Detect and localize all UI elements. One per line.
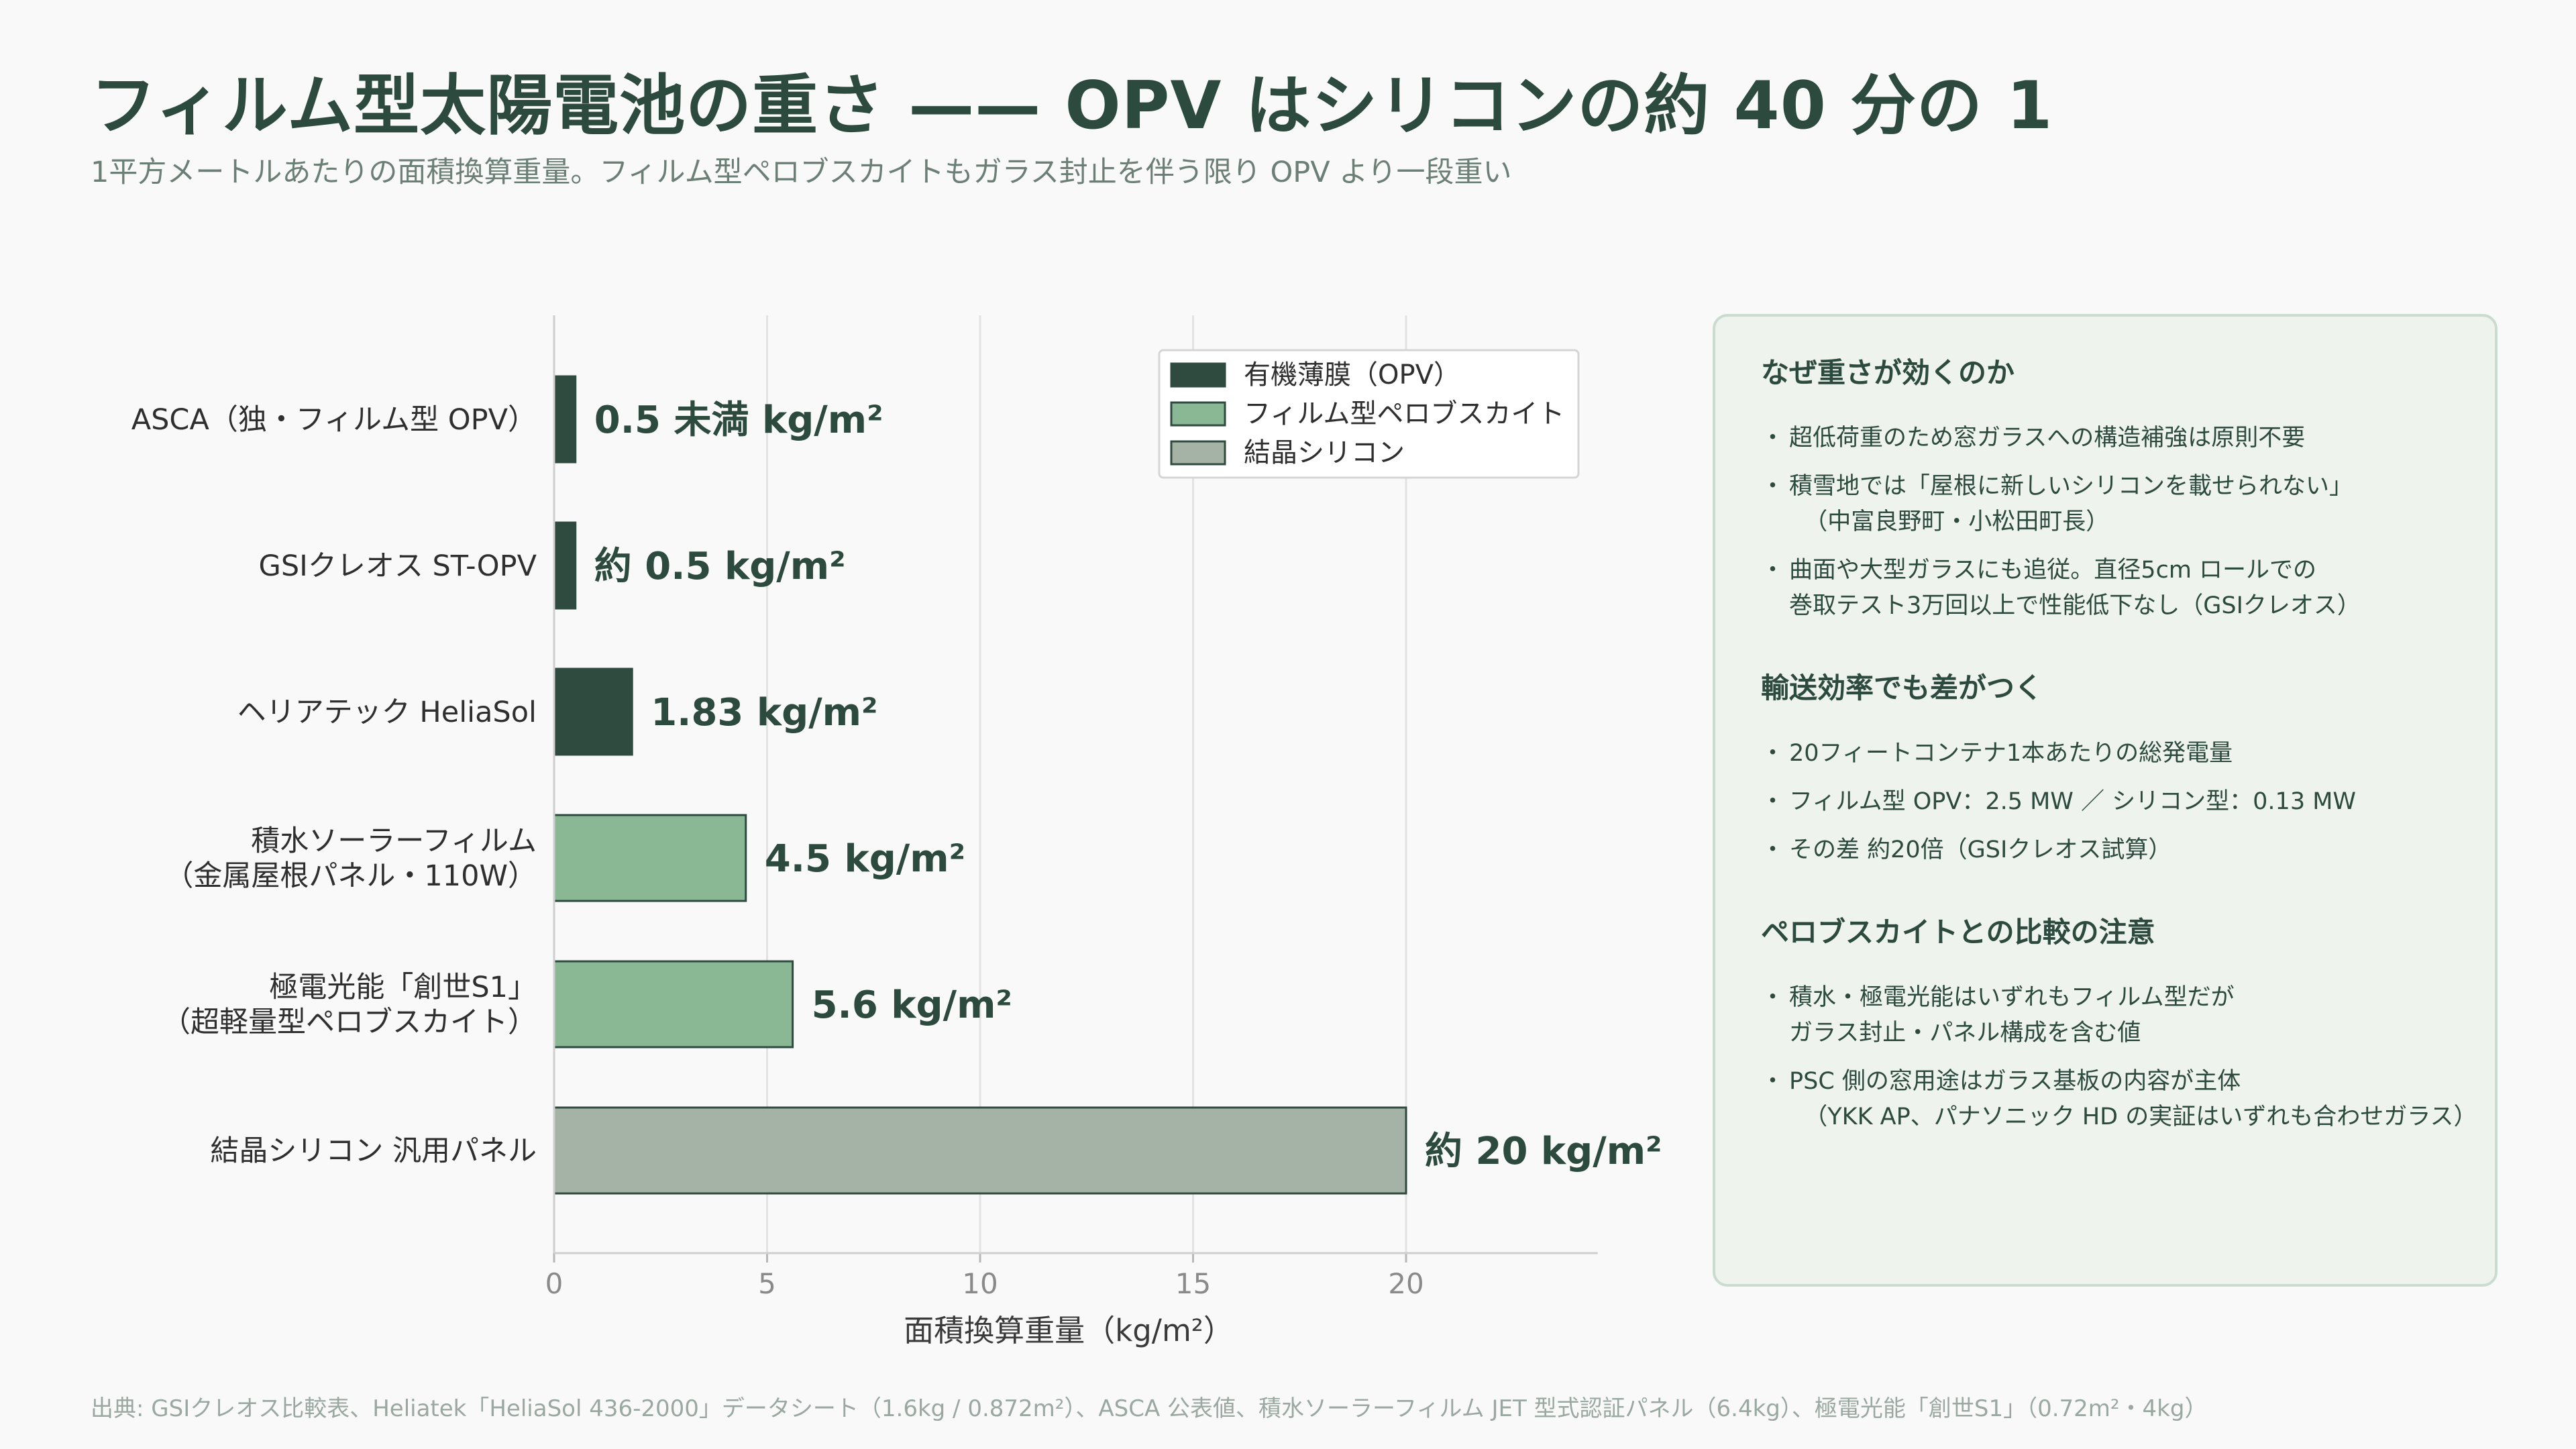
source-note: 出典: GSIクレオス比較表、Heliatek「HeliaSol 436-200… (91, 1395, 2208, 1422)
weight-bar-chart: 0.5 未満 kg/m² ASCA（独・フィルム型 OPV） 約 0.5 kg/m²… (131, 315, 1662, 1348)
bar (553, 521, 577, 610)
data-label: 約 0.5 kg/m² (594, 545, 846, 588)
legend-label: 有機薄膜（OPV） (1244, 360, 1460, 390)
category-label: 積水ソーラーフィルム（金属屋根パネル・110W） (164, 824, 537, 893)
bars: 0.5 未満 kg/m² ASCA（独・フィルム型 OPV） 約 0.5 kg/m²… (131, 375, 1662, 1195)
legend-swatch (1170, 440, 1226, 466)
category-label: GSIクレオス ST-OPV (259, 549, 537, 583)
panel-list-item: PSC 側の窓用途はガラス基板の内容が主体 （YKK AP、パナソニック HD … (1761, 1064, 2495, 1135)
panel-list-item: フィルム型 OPV：2.5 MW ／ シリコン型：0.13 MW (1761, 784, 2495, 820)
category-label: 極電光能「創世S1」（超軽量型ペロブスカイト） (162, 971, 537, 1039)
legend-label: 結晶シリコン (1244, 437, 1405, 468)
bar (553, 814, 747, 902)
data-label: 5.6 kg/m² (812, 983, 1012, 1027)
panel-heading: ペロブスカイトとの比較の注意 (1761, 916, 2155, 949)
x-tick-label: 10 (962, 1267, 998, 1300)
page-title: フィルム型太陽電池の重さ —— OPV はシリコンの約 40 分の 1 (91, 68, 2053, 144)
data-label: 4.5 kg/m² (765, 837, 965, 881)
legend-box (1158, 349, 1580, 479)
legend-label: フィルム型ペロブスカイト (1244, 398, 1564, 429)
category-label: ASCA（独・フィルム型 OPV） (131, 403, 537, 437)
panel-list-item: 積水・極電光能はいずれもフィルム型だが ガラス封止・パネル構成を含む値 (1761, 980, 2495, 1051)
panel-heading: なぜ重さが効くのか (1761, 356, 2015, 389)
x-tick-label: 20 (1388, 1267, 1424, 1300)
panel-list-item: 超低荷重のため窓ガラスへの構造補強は原則不要 (1761, 421, 2495, 456)
bar (553, 960, 794, 1049)
legend-swatch (1170, 362, 1226, 388)
legend-swatch (1170, 401, 1226, 427)
data-label: 約 20 kg/m² (1425, 1130, 1662, 1173)
panel-list: 超低荷重のため窓ガラスへの構造補強は原則不要積雪地では「屋根に新しいシリコンを載… (1761, 421, 2495, 624)
data-label: 1.83 kg/m² (651, 691, 877, 735)
panel-list-item: その差 約20倍（GSIクレオス試算） (1761, 833, 2495, 868)
bar (553, 667, 633, 756)
x-axis: 0 5 10 15 20 面積換算重量（kg/m²） (545, 315, 1598, 1348)
panel-list-item: 曲面や大型ガラスにも追従。直径5cm ロールでの 巻取テスト3万回以上で性能低下… (1761, 553, 2495, 624)
panel-list-item: 積雪地では「屋根に新しいシリコンを載せられない」 （中富良野町・小松田町長） (1761, 469, 2495, 540)
panel-list: 積水・極電光能はいずれもフィルム型だが ガラス封止・パネル構成を含む値 PSC 側… (1761, 980, 2495, 1135)
x-tick-label: 5 (758, 1267, 776, 1300)
panel-list-item: 20フィートコンテナ1本あたりの総発電量 (1761, 736, 2495, 771)
bar (553, 375, 577, 464)
category-label: ヘリアテック HeliaSol (237, 696, 537, 729)
bar (553, 1106, 1407, 1195)
panel-list: 20フィートコンテナ1本あたりの総発電量フィルム型 OPV：2.5 MW ／ シ… (1761, 736, 2495, 868)
category-label: 結晶シリコン 汎用パネル (210, 1134, 537, 1168)
x-tick-label: 0 (545, 1267, 564, 1300)
notes-panel: なぜ重さが効くのか超低荷重のため窓ガラスへの構造補強は原則不要積雪地では「屋根に… (1713, 314, 2498, 1287)
data-label: 0.5 未満 kg/m² (594, 398, 883, 442)
x-axis-label: 面積換算重量（kg/m²） (904, 1313, 1234, 1348)
page-subtitle: 1平方メートルあたりの面積換算重量。フィルム型ペロブスカイトもガラス封止を伴う限… (91, 156, 1512, 189)
panel-heading: 輸送効率でも差がつく (1761, 672, 2043, 704)
x-tick-label: 15 (1175, 1267, 1211, 1300)
